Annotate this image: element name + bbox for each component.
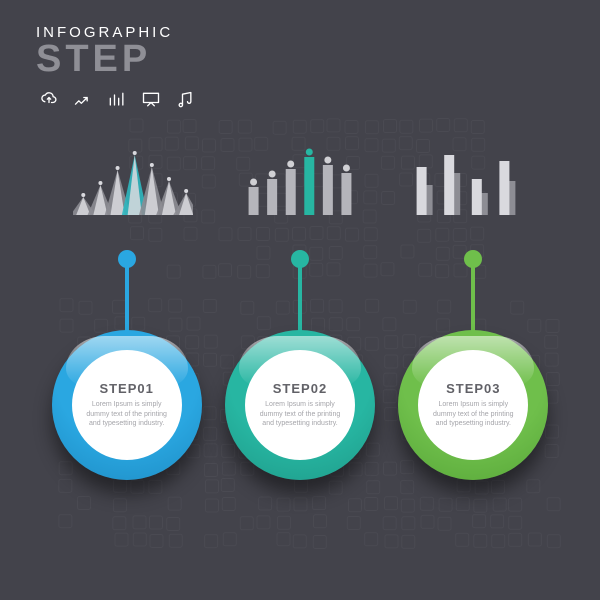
step-1: STEP01 Lorem Ipsum is simply dummy text … (47, 250, 207, 480)
step-ring: STEP03 Lorem Ipsum is simply dummy text … (398, 330, 548, 480)
steps-row: STEP01 Lorem Ipsum is simply dummy text … (0, 250, 600, 480)
step-ring: STEP02 Lorem Ipsum is simply dummy text … (225, 330, 375, 480)
step-body: Lorem Ipsum is simply dummy text of the … (82, 400, 172, 428)
step-inner: STEP02 Lorem Ipsum is simply dummy text … (245, 350, 355, 460)
step-title: STEP01 (99, 381, 153, 396)
step-title: STEP02 (273, 381, 327, 396)
step-2: STEP02 Lorem Ipsum is simply dummy text … (220, 250, 380, 480)
pin-stem (125, 266, 129, 336)
mini-chart-bars-dots (240, 145, 360, 215)
bar-chart-icon (104, 87, 130, 113)
mini-chart-triangles (73, 145, 193, 215)
presentation-icon (138, 87, 164, 113)
growth-chart-icon (70, 87, 96, 113)
mini-charts-row (0, 145, 600, 215)
step-title: STEP03 (446, 381, 500, 396)
step-inner: STEP01 Lorem Ipsum is simply dummy text … (72, 350, 182, 460)
step-ring: STEP01 Lorem Ipsum is simply dummy text … (52, 330, 202, 480)
step-3: STEP03 Lorem Ipsum is simply dummy text … (393, 250, 553, 480)
infographic-canvas: INFOGRAPHIC STEP STEP01 Lorem Ipsum is s… (0, 0, 600, 600)
header: INFOGRAPHIC STEP (36, 24, 198, 113)
music-note-icon (172, 87, 198, 113)
mini-chart-grouped-bars (407, 145, 527, 215)
cloud-upload-icon (36, 87, 62, 113)
step-body: Lorem Ipsum is simply dummy text of the … (428, 400, 518, 428)
pin-stem (298, 266, 302, 336)
icon-row (36, 87, 198, 113)
pin-stem (471, 266, 475, 336)
step-body: Lorem Ipsum is simply dummy text of the … (255, 400, 345, 428)
step-inner: STEP03 Lorem Ipsum is simply dummy text … (418, 350, 528, 460)
title-step: STEP (36, 41, 198, 77)
